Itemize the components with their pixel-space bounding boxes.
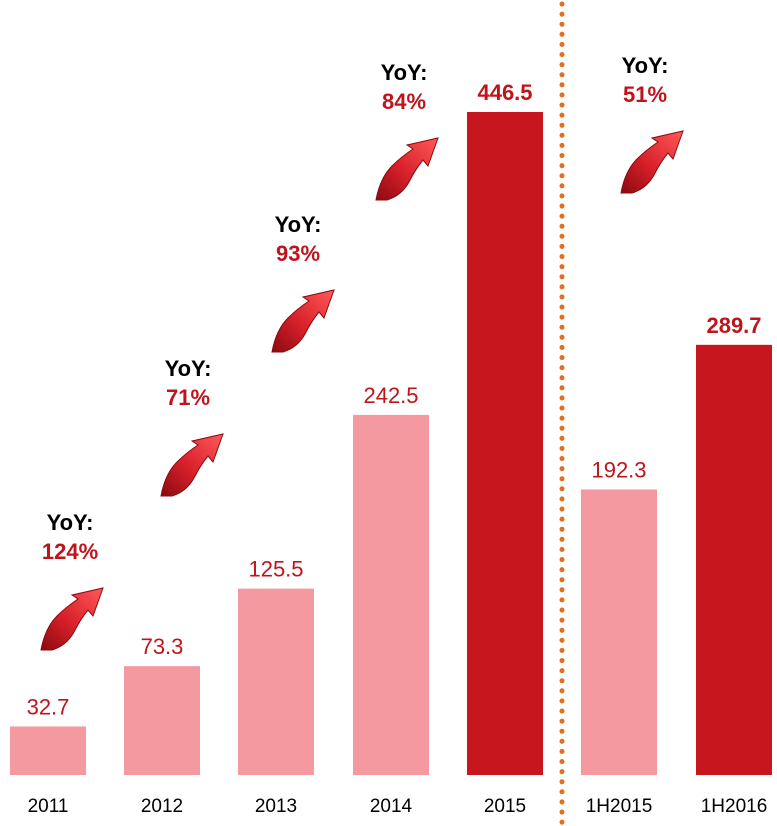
yoy-title: YoY: [47,510,94,535]
yoy-percentage: 93% [276,241,320,266]
curved-up-arrow-icon [160,433,224,497]
bar-2012 [124,666,200,775]
value-label-2012: 73.3 [141,634,184,659]
bar-1H2016 [696,344,772,775]
bar-2015 [467,112,543,775]
yoy-annotation: YoY: 124% [40,510,104,651]
yoy-percentage: 51% [623,82,667,107]
value-label-1H2016: 289.7 [706,313,761,338]
yoy-annotation: YoY: 84% [375,60,439,201]
bar-1H2015 [581,489,657,775]
yoy-title: YoY: [622,53,669,78]
yoy-annotation: YoY: 93% [271,212,335,353]
x-tick-label-2015: 2015 [484,796,526,817]
x-tick-label-2012: 2012 [141,796,183,817]
x-tick-label-2014: 2014 [370,796,413,817]
x-tick-label-1H2015: 1H2015 [586,796,653,817]
x-tick-label-2011: 2011 [28,796,69,817]
x-tick-label-1H2016: 1H2016 [701,796,768,817]
value-label-2014: 242.5 [363,383,418,408]
value-label-2015: 446.5 [477,80,532,105]
curved-up-arrow-icon [40,587,104,651]
yoy-annotation: YoY: 71% [160,356,224,497]
curved-up-arrow-icon [375,137,439,201]
yoy-percentage: 71% [166,385,210,410]
bars-group [10,112,772,775]
yoy-title: YoY: [165,356,212,381]
yoy-title: YoY: [275,212,322,237]
yoy-title: YoY: [381,60,428,85]
curved-up-arrow-icon [271,289,335,353]
yoy-annotations-group: YoY: 124% YoY: 71% YoY: 93% YoY: 84% YoY: 51% [40,53,684,651]
bar-2011 [10,726,86,775]
bar-2013 [238,588,314,775]
value-label-1H2015: 192.3 [591,457,646,482]
curved-up-arrow-icon [620,130,684,194]
bar-2014 [353,414,429,775]
yoy-annotation: YoY: 51% [620,53,684,194]
value-label-2011: 32.7 [27,694,70,719]
x-tick-label-2013: 2013 [255,796,297,817]
yoy-percentage: 124% [42,539,98,564]
value-label-2013: 125.5 [248,557,303,582]
x-tick-labels-group: 2011 2012 2013 2014 2015 1H2015 1H2016 [28,796,768,817]
value-labels-group: 32.7 73.3 125.5 242.5 446.5 192.3 289.7 [27,80,762,719]
yoy-percentage: 84% [382,89,426,114]
